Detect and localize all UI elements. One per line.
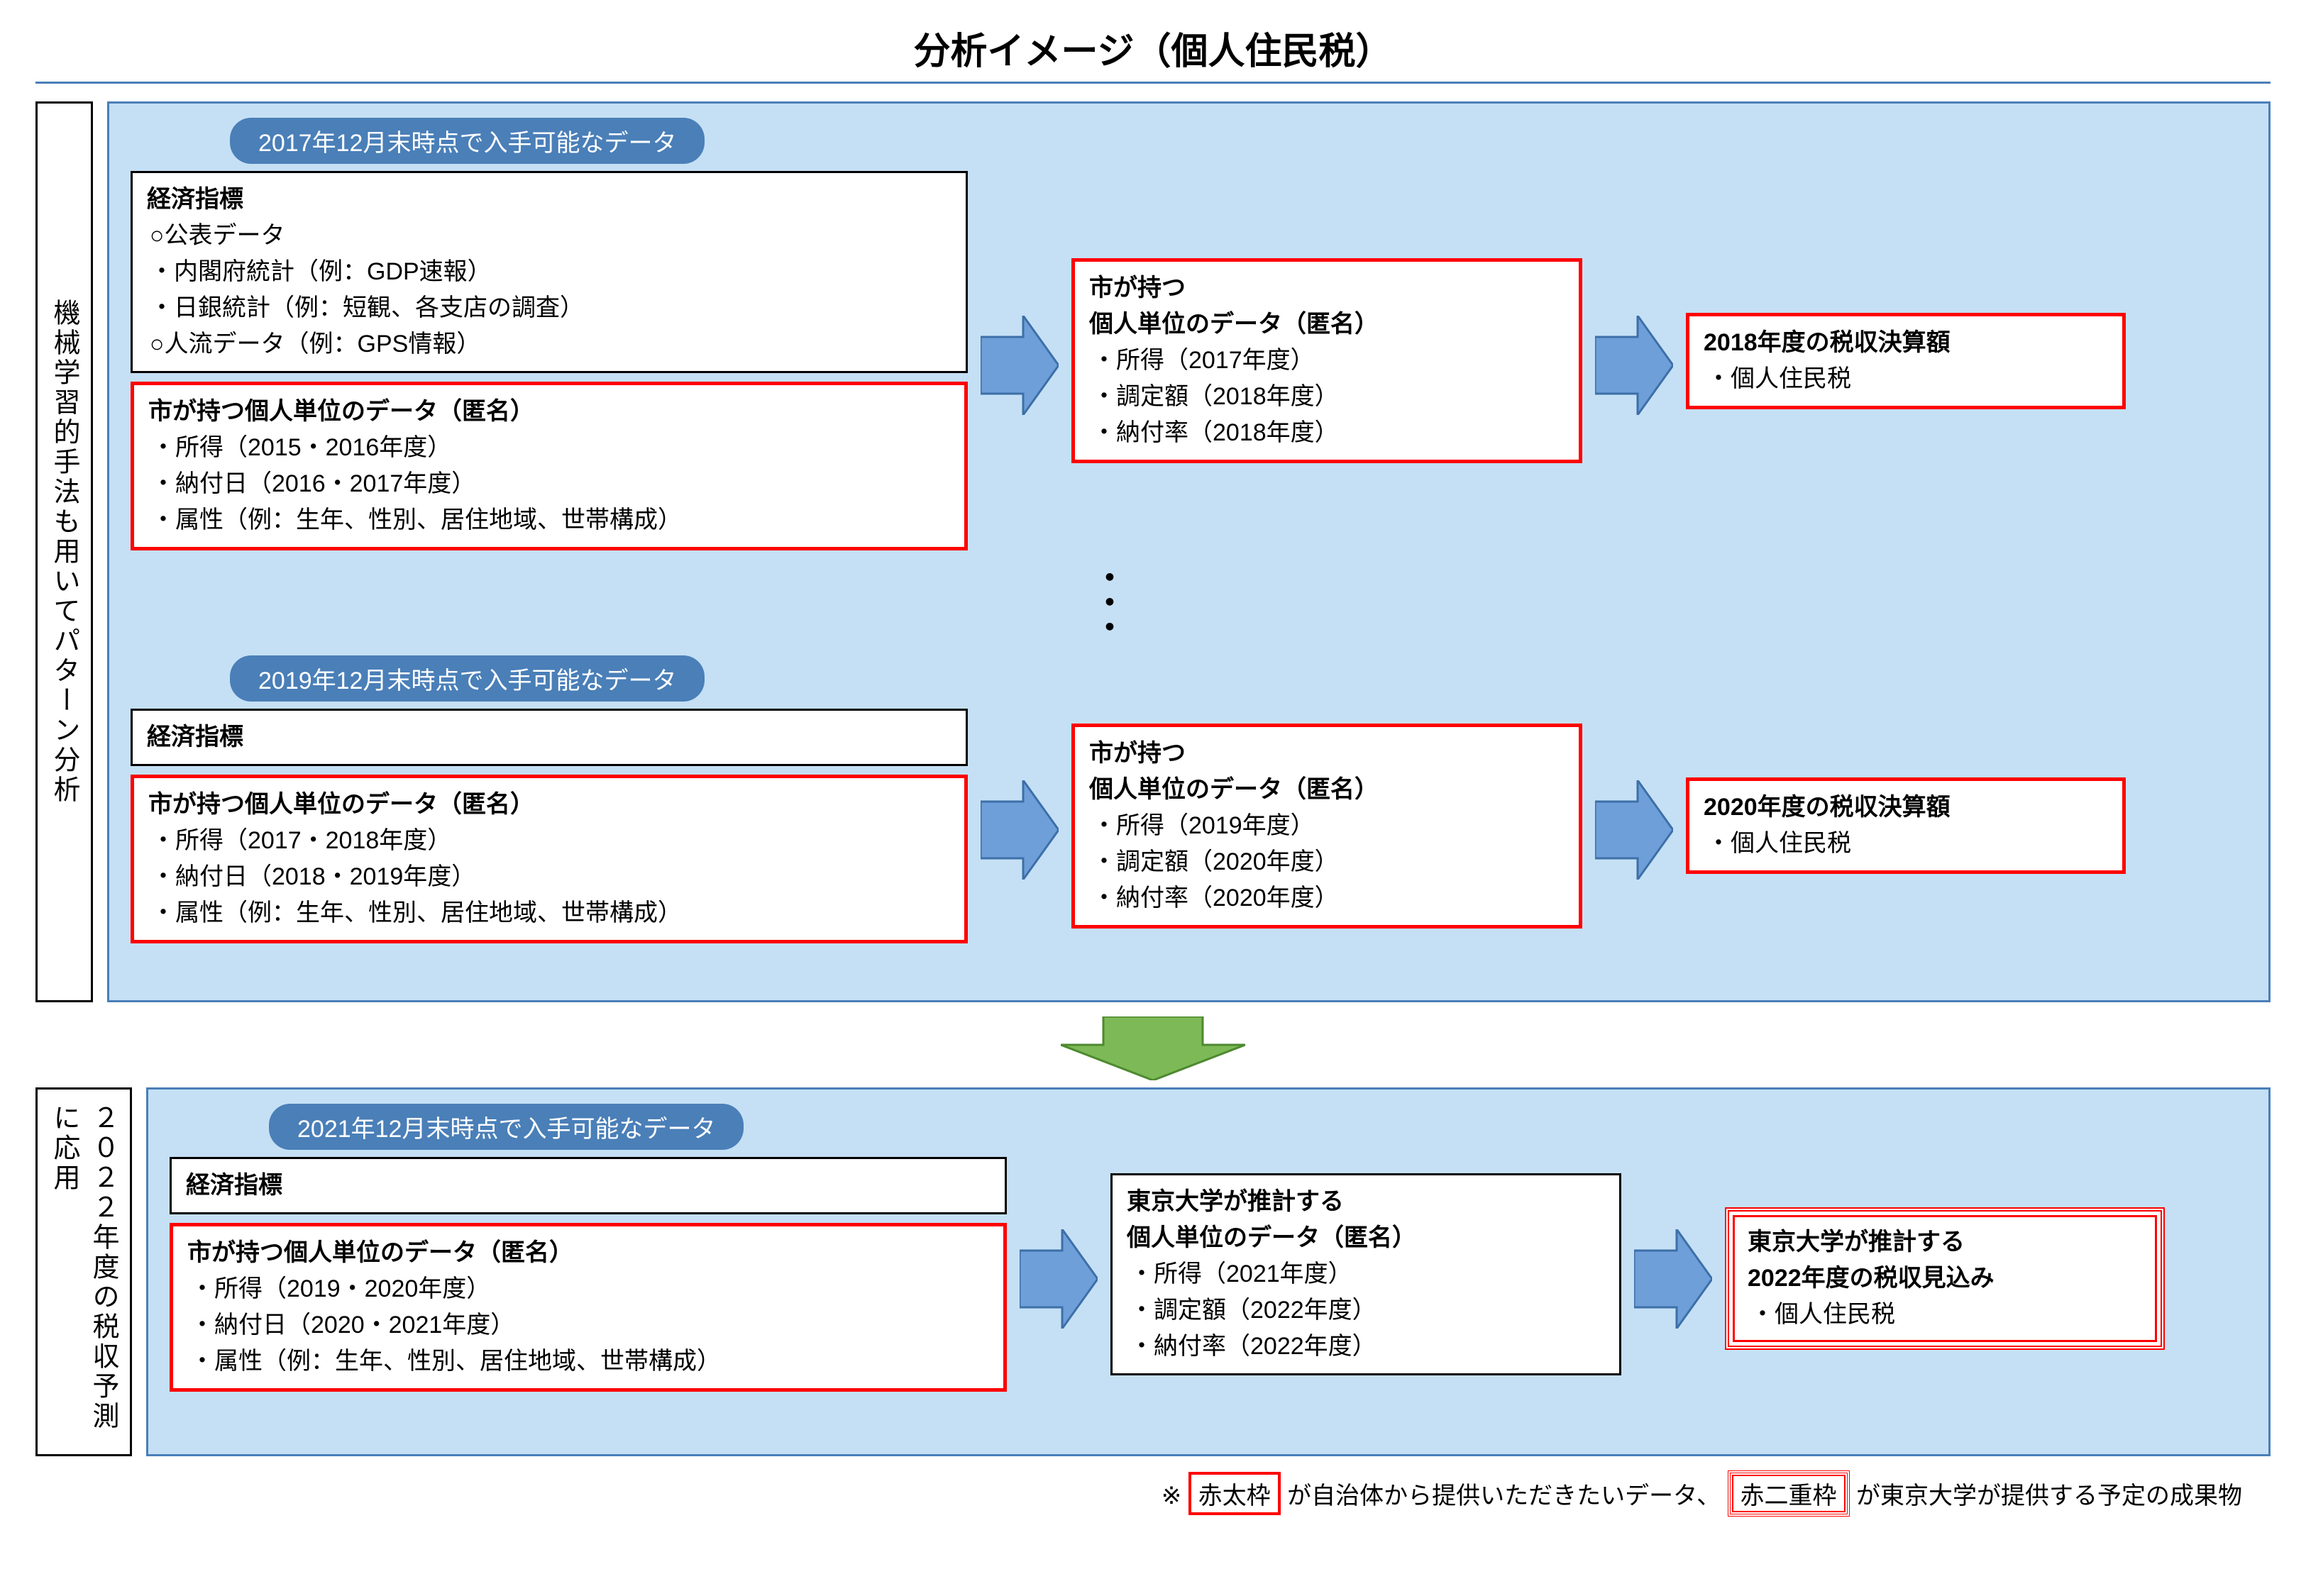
lower-row: ２０２２年度の税収予測に応用 2021年12月末時点で入手可能なデータ 経済指標…: [35, 1087, 2271, 1456]
mid-box-2019: 市が持つ 個人単位のデータ（匿名） ・所得（2019年度） ・調定額（2020年…: [1071, 724, 1582, 929]
city-line: ・属性（例：生年、性別、居住地域、世帯構成）: [148, 895, 950, 931]
legend-red-thick: 赤太枠: [1188, 1472, 1281, 1515]
city-line: ・所得（2017・2018年度）: [148, 823, 950, 859]
city-title: 市が持つ個人単位のデータ（匿名）: [148, 394, 950, 430]
arrow-right-icon: [1595, 316, 1673, 415]
mid-line: ・所得（2021年度）: [1127, 1256, 1605, 1292]
lower-vertical-label: ２０２２年度の税収予測に応用: [35, 1087, 132, 1456]
footnote-text2: が東京大学が提供する予定の成果物: [1856, 1483, 2242, 1509]
mid-line: ・調定額（2020年度）: [1089, 844, 1565, 880]
col-mid-2019: 市が持つ 個人単位のデータ（匿名） ・所得（2019年度） ・調定額（2020年…: [1071, 724, 1582, 937]
flow-row-2021: 経済指標 市が持つ個人単位のデータ（匿名） ・所得（2019・2020年度） ・…: [170, 1157, 2247, 1400]
page-title: 分析イメージ（個人住民税）: [35, 21, 2271, 74]
flow-row-2019: 経済指標 市が持つ個人単位のデータ（匿名） ・所得（2017・2018年度） ・…: [131, 709, 2247, 952]
city-line: ・納付日（2016・2017年度）: [148, 466, 950, 502]
tab-2019: 2019年12月末時点で入手可能なデータ: [230, 655, 705, 702]
right-title2: 2022年度の税収見込み: [1748, 1260, 2142, 1297]
econ-line: ・内閣府統計（例：GDP速報）: [147, 254, 951, 290]
econ-title: 経済指標: [147, 719, 951, 755]
econ-box-2017: 経済指標 ○公表データ ・内閣府統計（例：GDP速報） ・日銀統計（例：短観、各…: [131, 171, 968, 373]
col-right-2019: 2020年度の税収決算額 ・個人住民税: [1686, 777, 2126, 882]
footnote-text1: が自治体から提供いただきたいデータ、: [1287, 1483, 1721, 1509]
econ-box-2021: 経済指標: [170, 1157, 1007, 1214]
arrow-right-icon: [1595, 780, 1673, 880]
city-line: ・所得（2015・2016年度）: [148, 430, 950, 466]
right-line: ・個人住民税: [1704, 361, 2108, 397]
vertical-dots-icon: ・・・: [1088, 566, 1131, 641]
mid-title2: 個人単位のデータ（匿名）: [1089, 772, 1565, 808]
city-box-2017: 市が持つ個人単位のデータ（匿名） ・所得（2015・2016年度） ・納付日（2…: [131, 382, 968, 550]
mid-line: ・調定額（2018年度）: [1089, 379, 1565, 415]
city-line: ・納付日（2020・2021年度）: [187, 1307, 989, 1343]
tab-2017: 2017年12月末時点で入手可能なデータ: [230, 118, 705, 164]
right-box-2021: 東京大学が推計する 2022年度の税収見込み ・個人住民税: [1725, 1207, 2165, 1350]
right-box-2019: 2020年度の税収決算額 ・個人住民税: [1686, 777, 2126, 874]
city-line: ・所得（2019・2020年度）: [187, 1271, 989, 1307]
mid-title1: 市が持つ: [1089, 736, 1565, 772]
upper-section: 2017年12月末時点で入手可能なデータ 経済指標 ○公表データ ・内閣府統計（…: [107, 101, 2271, 1002]
city-title: 市が持つ個人単位のデータ（匿名）: [187, 1235, 989, 1271]
lower-section: 2021年12月末時点で入手可能なデータ 経済指標 市が持つ個人単位のデータ（匿…: [146, 1087, 2271, 1456]
mid-line: ・納付率（2020年度）: [1089, 880, 1565, 916]
right-line: ・個人住民税: [1748, 1297, 2142, 1333]
upper-vertical-label: 機械学習的手法も用いてパターン分析: [35, 101, 93, 1002]
arrow-right-icon: [981, 780, 1059, 880]
mid-title1: 東京大学が推計する: [1127, 1184, 1605, 1220]
econ-title: 経済指標: [186, 1168, 991, 1204]
col-right-2021: 東京大学が推計する 2022年度の税収見込み ・個人住民税: [1725, 1207, 2165, 1350]
title-underline: [35, 82, 2271, 84]
upper-row: 機械学習的手法も用いてパターン分析 2017年12月末時点で入手可能なデータ 経…: [35, 101, 2271, 1002]
city-box-2021: 市が持つ個人単位のデータ（匿名） ・所得（2019・2020年度） ・納付日（2…: [170, 1223, 1007, 1392]
footnote: ※ 赤太枠 が自治体から提供いただきたいデータ、 赤二重枠 が東京大学が提供する…: [35, 1470, 2271, 1517]
city-line: ・属性（例：生年、性別、居住地域、世帯構成）: [187, 1343, 989, 1380]
col-left-2019: 経済指標 市が持つ個人単位のデータ（匿名） ・所得（2017・2018年度） ・…: [131, 709, 968, 952]
right-box-2017: 2018年度の税収決算額 ・個人住民税: [1686, 313, 2126, 409]
econ-line: ○人流データ（例：GPS情報）: [147, 326, 951, 362]
mid-line: ・所得（2017年度）: [1089, 343, 1565, 379]
city-box-2019: 市が持つ個人単位のデータ（匿名） ・所得（2017・2018年度） ・納付日（2…: [131, 775, 968, 943]
legend-red-double: 赤二重枠: [1728, 1470, 1850, 1517]
right-line: ・個人住民税: [1704, 826, 2108, 862]
arrow-right-icon: [1020, 1229, 1098, 1329]
mid-line: ・納付率（2018年度）: [1089, 415, 1565, 451]
mid-box-2017: 市が持つ 個人単位のデータ（匿名） ・所得（2017年度） ・調定額（2018年…: [1071, 258, 1582, 463]
right-title: 2020年度の税収決算額: [1704, 789, 2108, 826]
econ-title: 経済指標: [147, 182, 951, 218]
mid-line: ・調定額（2022年度）: [1127, 1292, 1605, 1329]
col-left-2017: 経済指標 ○公表データ ・内閣府統計（例：GDP速報） ・日銀統計（例：短観、各…: [131, 171, 968, 559]
econ-line: ○公表データ: [147, 218, 951, 254]
econ-line: ・日銀統計（例：短観、各支店の調査）: [147, 290, 951, 326]
arrow-down-icon: [1061, 1016, 1245, 1080]
footnote-prefix: ※: [1162, 1483, 1182, 1509]
col-mid-2017: 市が持つ 個人単位のデータ（匿名） ・所得（2017年度） ・調定額（2018年…: [1071, 258, 1582, 472]
right-title: 2018年度の税収決算額: [1704, 325, 2108, 361]
arrow-right-icon: [1634, 1229, 1712, 1329]
mid-line: ・所得（2019年度）: [1089, 808, 1565, 844]
mid-box-2021: 東京大学が推計する 個人単位のデータ（匿名） ・所得（2021年度） ・調定額（…: [1110, 1173, 1621, 1375]
mid-title2: 個人単位のデータ（匿名）: [1089, 306, 1565, 343]
col-right-2017: 2018年度の税収決算額 ・個人住民税: [1686, 313, 2126, 418]
col-mid-2021: 東京大学が推計する 個人単位のデータ（匿名） ・所得（2021年度） ・調定額（…: [1110, 1173, 1621, 1384]
city-line: ・属性（例：生年、性別、居住地域、世帯構成）: [148, 502, 950, 538]
econ-box-2019: 経済指標: [131, 709, 968, 766]
mid-title1: 市が持つ: [1089, 270, 1565, 306]
col-left-2021: 経済指標 市が持つ個人単位のデータ（匿名） ・所得（2019・2020年度） ・…: [170, 1157, 1007, 1400]
arrow-right-icon: [981, 316, 1059, 415]
city-line: ・納付日（2018・2019年度）: [148, 859, 950, 895]
mid-title2: 個人単位のデータ（匿名）: [1127, 1220, 1605, 1256]
mid-line: ・納付率（2022年度）: [1127, 1329, 1605, 1365]
right-title1: 東京大学が推計する: [1748, 1224, 2142, 1260]
city-title: 市が持つ個人単位のデータ（匿名）: [148, 787, 950, 823]
flow-row-2017: 経済指標 ○公表データ ・内閣府統計（例：GDP速報） ・日銀統計（例：短観、各…: [131, 171, 2247, 559]
tab-2021: 2021年12月末時点で入手可能なデータ: [269, 1104, 744, 1150]
